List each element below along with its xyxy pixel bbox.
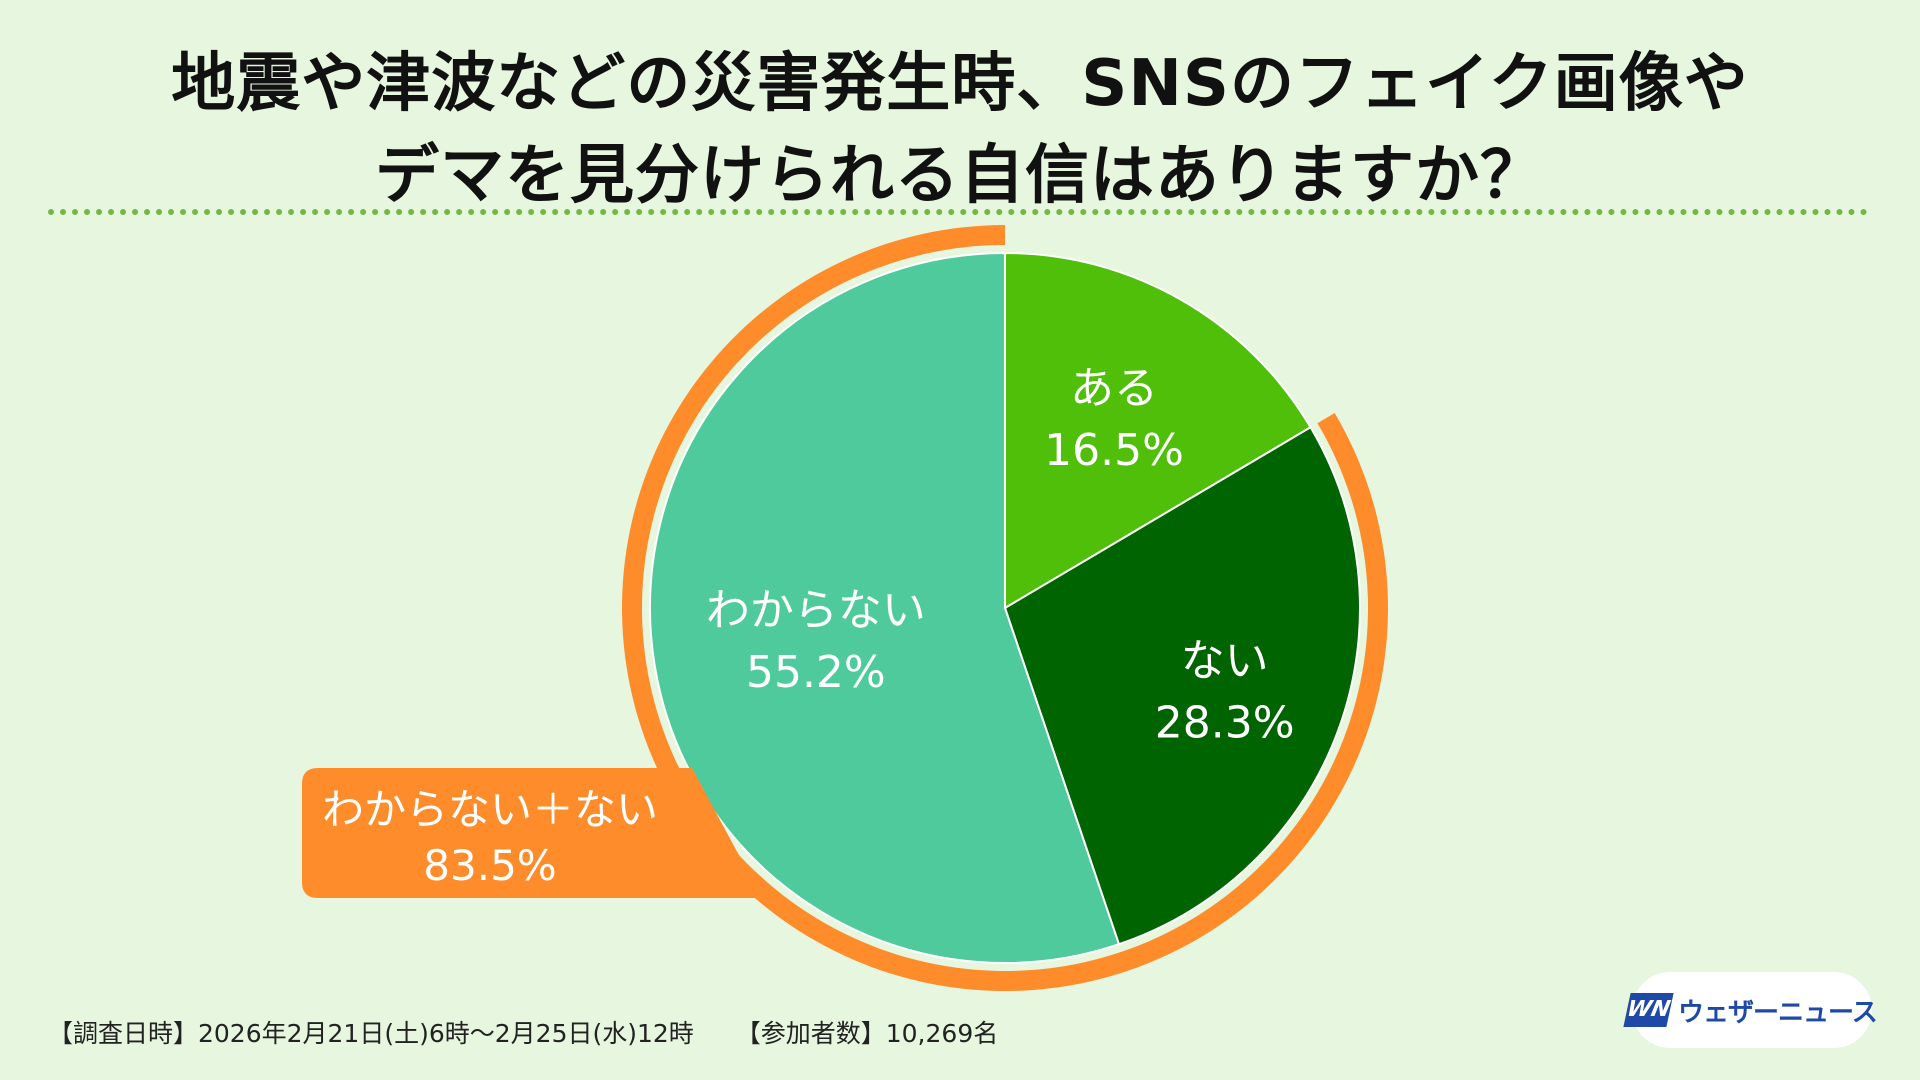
participant-count: 【参加者数】10,269名 [735,1019,999,1048]
pie-slice-2 [1003,425,1361,946]
slice-value-3: 55.2% [746,647,886,698]
weathernews-logo-text: ウェザーニュース [1678,997,1878,1028]
weathernews-logo: WN ウェザーニュース [1623,972,1878,1048]
survey-period: 【調査日時】2026年2月21日(土)6時〜2月25日(水)12時 [48,1019,694,1048]
pie-slice-3 [649,251,1121,964]
pie-slice-1 [1004,251,1312,610]
title-line-2: デマを見分けられる自信はありますか？ [375,139,1545,213]
slice-label-3: わからない [706,585,926,636]
slice-value-2: 28.3% [1155,697,1295,748]
title-line-1: 地震や津波などの災害発生時、SNSのフェイク画像や [171,47,1749,121]
slice-label-2: ない [1181,635,1269,686]
survey-footer: 【調査日時】2026年2月21日(土)6時〜2月25日(水)12時 【参加者数】… [48,1014,1032,1050]
slice-label-1: ある [1070,363,1158,414]
dotted-divider [48,209,1868,215]
highlight-callout [302,768,762,898]
page-title: 地震や津波などの災害発生時、SNSのフェイク画像や デマを見分けられる自信はあり… [0,38,1920,222]
highlight-value: 83.5% [423,841,556,890]
highlight-label: わからない＋ない [322,785,658,834]
slice-value-1: 16.5% [1044,425,1184,476]
weathernews-logo-mark: WN [1623,993,1674,1027]
